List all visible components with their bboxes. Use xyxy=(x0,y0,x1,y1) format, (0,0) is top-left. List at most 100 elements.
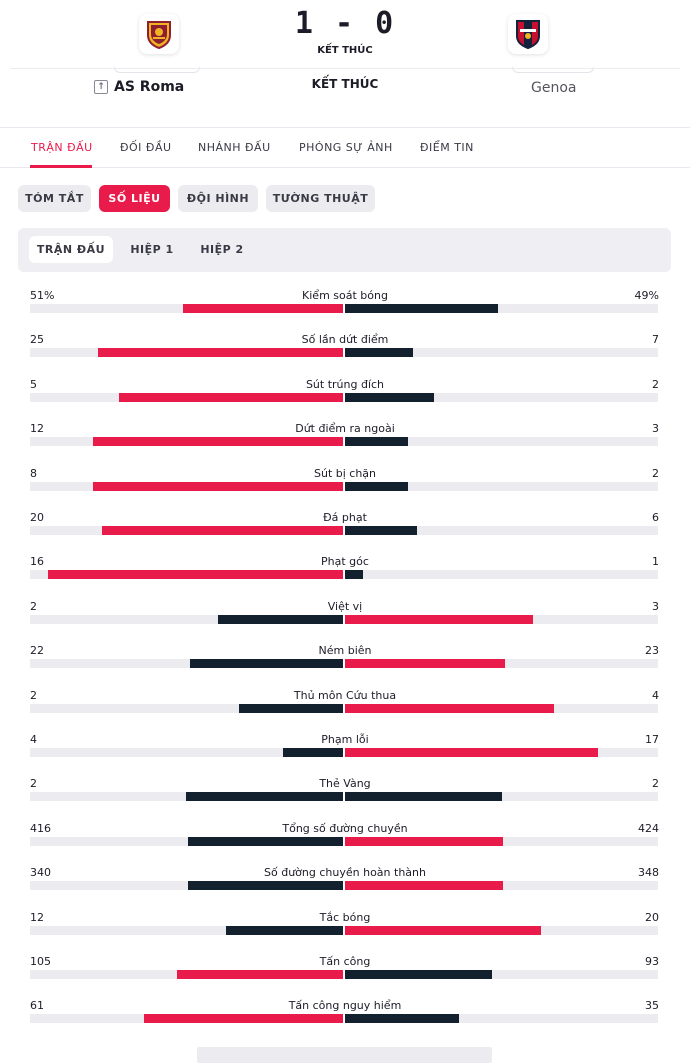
stat-row: 61 Tấn công nguy hiểm 35 xyxy=(0,999,690,1043)
stat-away-value: 3 xyxy=(652,422,659,435)
match-status: KẾT THÚC xyxy=(311,77,379,91)
stat-row: 5 Sút trúng đích 2 xyxy=(0,378,690,422)
stat-bar-away xyxy=(345,926,541,935)
away-team-logo[interactable] xyxy=(508,14,548,54)
home-team-name-row[interactable]: ↑ AS Roma xyxy=(94,79,184,95)
stat-bar-track xyxy=(30,659,658,668)
stat-bar-away xyxy=(345,704,554,713)
as-roma-crest-icon xyxy=(147,21,171,49)
stat-row: 2 Việt vị 3 xyxy=(0,600,690,644)
period-tab-second-half[interactable]: HIỆP 2 xyxy=(200,243,244,256)
stat-bar-track xyxy=(30,748,658,757)
stat-away-value: 6 xyxy=(652,511,659,524)
stat-row: 4 Phạm lỗi 17 xyxy=(0,733,690,777)
stat-home-value: 8 xyxy=(30,467,37,480)
stat-row: 8 Sút bị chặn 2 xyxy=(0,467,690,511)
subtab-stats[interactable]: SỐ LIỆU xyxy=(99,185,170,212)
tab-photo-report[interactable]: PHÓNG SỰ ẢNH xyxy=(299,141,393,154)
subtab-lineup[interactable]: ĐỘI HÌNH xyxy=(178,185,258,212)
stat-bar-away xyxy=(345,570,363,579)
stat-away-value: 23 xyxy=(645,644,659,657)
stat-bar-track xyxy=(30,437,658,446)
follow-arrow-icon[interactable]: ↑ xyxy=(94,80,108,94)
tab-bracket[interactable]: NHÁNH ĐẤU xyxy=(198,141,271,154)
stat-bar-track xyxy=(30,570,658,579)
stat-bar-track xyxy=(30,348,658,357)
stat-bar-away xyxy=(345,970,492,979)
home-team-logo[interactable] xyxy=(139,14,179,54)
stat-bar-away xyxy=(345,881,503,890)
tab-match[interactable]: TRẬN ĐẤU xyxy=(31,141,93,154)
stat-home-value: 12 xyxy=(30,911,44,924)
stat-away-value: 20 xyxy=(645,911,659,924)
match-status-small: KẾT THÚC xyxy=(317,45,373,56)
period-tab-full-match[interactable]: TRẬN ĐẤU xyxy=(29,236,113,263)
stat-home-value: 105 xyxy=(30,955,51,968)
stat-bar-home xyxy=(93,482,343,491)
stat-label: Phạt góc xyxy=(321,555,369,568)
home-team-name: AS Roma xyxy=(114,79,185,95)
stat-bar-track xyxy=(30,615,658,624)
stat-bar-away xyxy=(345,1014,459,1023)
period-tab-first-half[interactable]: HIỆP 1 xyxy=(130,243,174,256)
stat-home-value: 4 xyxy=(30,733,37,746)
stat-bar-away xyxy=(345,792,502,801)
stat-row: 20 Đá phạt 6 xyxy=(0,511,690,555)
stat-away-value: 1 xyxy=(652,555,659,568)
stat-bar-home xyxy=(283,748,343,757)
stat-home-value: 61 xyxy=(30,999,44,1012)
stat-bar-track xyxy=(30,837,658,846)
match-score: 1 - 0 xyxy=(294,6,396,41)
stat-bar-home xyxy=(102,526,343,535)
stat-bar-home xyxy=(183,304,343,313)
stat-bar-away xyxy=(345,348,413,357)
stat-label: Phạm lỗi xyxy=(321,733,369,746)
active-tab-indicator xyxy=(30,165,92,168)
stat-label: Sút trúng đích xyxy=(305,378,385,391)
stat-home-value: 2 xyxy=(30,600,37,613)
stat-bar-home xyxy=(190,659,343,668)
stat-bar-home xyxy=(48,570,343,579)
stat-bar-track xyxy=(30,304,658,313)
stat-bar-track xyxy=(30,970,658,979)
match-header: 1 - 0 KẾT THÚC KẾT THÚC ↑ AS Roma Genoa xyxy=(0,0,690,128)
stat-bar-away xyxy=(345,437,408,446)
subtab-summary[interactable]: TÓM TẮT xyxy=(18,185,91,212)
stat-row: 340 Số đường chuyền hoàn thành 348 xyxy=(0,866,690,910)
stat-bar-track xyxy=(30,526,658,535)
stat-away-value: 424 xyxy=(638,822,659,835)
stat-home-value: 5 xyxy=(30,378,37,391)
stat-home-value: 25 xyxy=(30,333,44,346)
stat-bar-away xyxy=(345,526,417,535)
stat-home-value: 12 xyxy=(30,422,44,435)
stat-bar-home xyxy=(98,348,343,357)
stat-bar-home xyxy=(188,837,343,846)
subtab-commentary[interactable]: TƯỜNG THUẬT xyxy=(266,185,375,212)
stat-away-value: 348 xyxy=(638,866,659,879)
stat-label: Đá phạt xyxy=(323,511,367,524)
stat-bar-home xyxy=(144,1014,343,1023)
stat-row: 12 Tắc bóng 20 xyxy=(0,911,690,955)
tab-head-to-head[interactable]: ĐỐI ĐẦU xyxy=(120,141,172,154)
stat-home-value: 20 xyxy=(30,511,44,524)
stat-label: Ném biên xyxy=(318,644,372,657)
stat-label: Số lần dứt điểm xyxy=(301,333,389,346)
main-tabs: TRẬN ĐẤU ĐỐI ĐẦU NHÁNH ĐẤU PHÓNG SỰ ẢNH … xyxy=(0,128,690,168)
stat-away-value: 3 xyxy=(652,600,659,613)
stat-bar-home xyxy=(188,881,343,890)
stat-away-value: 2 xyxy=(652,777,659,790)
stat-home-value: 16 xyxy=(30,555,44,568)
stat-home-value: 2 xyxy=(30,689,37,702)
stat-bar-away xyxy=(345,393,434,402)
stat-label: Số đường chuyền hoàn thành xyxy=(264,866,426,879)
stat-bar-home xyxy=(239,704,343,713)
away-team-name[interactable]: Genoa xyxy=(531,80,577,96)
stat-label: Kiểm soát bóng xyxy=(302,289,388,302)
stat-bar-track xyxy=(30,926,658,935)
stat-row: 16 Phạt góc 1 xyxy=(0,555,690,599)
stat-bar-home xyxy=(177,970,343,979)
stat-label: Thủ môn Cứu thua xyxy=(293,689,397,702)
tab-news[interactable]: ĐIỂM TIN xyxy=(420,141,474,154)
stat-away-value: 2 xyxy=(652,378,659,391)
stat-row: 416 Tổng số đường chuyền 424 xyxy=(0,822,690,866)
